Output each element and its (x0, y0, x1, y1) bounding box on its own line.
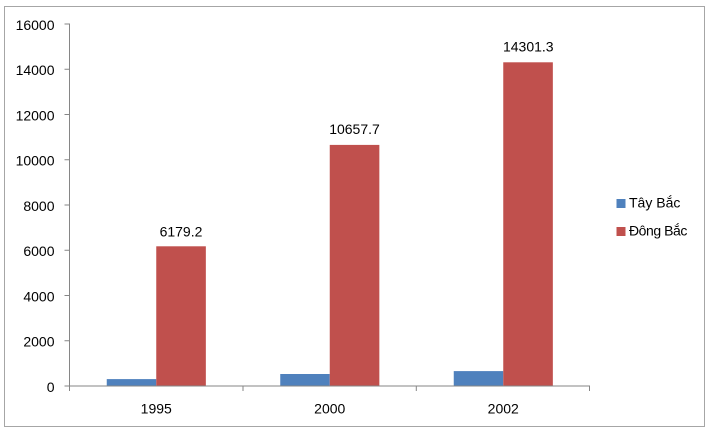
svg-text:4000: 4000 (23, 288, 54, 304)
svg-text:Đông Bắc: Đông Bắc (629, 223, 687, 239)
svg-text:2002: 2002 (488, 400, 519, 416)
svg-text:14301.3: 14301.3 (503, 38, 554, 54)
svg-text:0: 0 (47, 379, 55, 395)
svg-text:10000: 10000 (16, 153, 55, 169)
svg-text:6000: 6000 (23, 243, 54, 259)
svg-text:12000: 12000 (16, 107, 55, 123)
svg-text:Tây Bắc: Tây Bắc (629, 194, 680, 210)
svg-text:8000: 8000 (23, 198, 54, 214)
svg-text:6179.2: 6179.2 (160, 223, 203, 239)
svg-text:2000: 2000 (314, 400, 345, 416)
svg-text:1995: 1995 (141, 400, 172, 416)
svg-text:14000: 14000 (16, 62, 55, 78)
svg-text:2000: 2000 (23, 334, 54, 350)
svg-text:10657.7: 10657.7 (329, 121, 380, 137)
svg-text:16000: 16000 (16, 17, 55, 33)
